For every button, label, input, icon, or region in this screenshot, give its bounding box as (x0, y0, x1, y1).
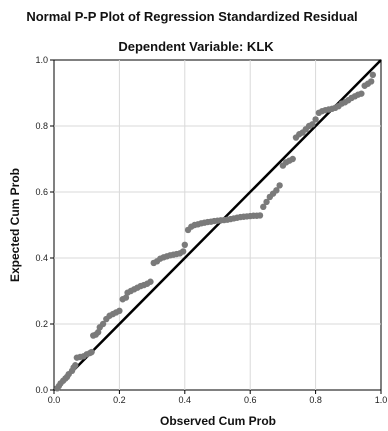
x-tick-label: 0.6 (244, 395, 257, 405)
data-point (94, 329, 102, 336)
y-tick-label: 0.0 (35, 385, 48, 395)
data-point (181, 241, 188, 248)
y-tick-label: 0.6 (35, 187, 48, 197)
data-point (260, 203, 267, 211)
data-point (358, 90, 365, 97)
grid-lines (54, 60, 381, 390)
y-tick-label: 0.2 (35, 319, 48, 329)
x-tick-label: 0.2 (113, 395, 126, 405)
data-point (72, 362, 79, 369)
data-point (367, 78, 375, 85)
y-tick-label: 0.8 (35, 121, 48, 131)
x-axis-ticks: 0.0 0.2 0.4 0.6 0.8 1.0 (48, 390, 388, 405)
data-point (276, 182, 283, 189)
x-axis-label: Observed Cum Prob (160, 414, 276, 428)
data-point (263, 198, 270, 206)
reference-line (53, 59, 382, 391)
data-point (312, 116, 319, 123)
data-point (99, 320, 107, 328)
chart-title: Normal P-P Plot of Regression Standardiz… (26, 9, 357, 24)
reference-line-group (53, 59, 382, 391)
y-axis-label: Expected Cum Prob (8, 168, 22, 282)
y-tick-label: 0.4 (35, 253, 48, 263)
data-point (116, 307, 123, 314)
data-point (256, 212, 264, 219)
chart-subtitle: Dependent Variable: KLK (118, 39, 274, 54)
x-tick-label: 0.0 (48, 395, 61, 405)
data-point (309, 121, 316, 128)
data-point (179, 248, 187, 255)
data-point (88, 348, 95, 356)
x-tick-label: 0.8 (309, 395, 322, 405)
y-tick-label: 1.0 (35, 55, 48, 65)
data-point (289, 155, 296, 163)
y-axis-ticks: 0.0 0.2 0.4 0.6 0.8 1.0 (35, 55, 54, 395)
x-tick-label: 1.0 (375, 395, 388, 405)
data-point (369, 71, 377, 79)
data-point (147, 278, 154, 285)
data-point (273, 187, 280, 194)
data-point (122, 294, 130, 301)
x-tick-label: 0.4 (179, 395, 192, 405)
data-points (54, 71, 377, 392)
